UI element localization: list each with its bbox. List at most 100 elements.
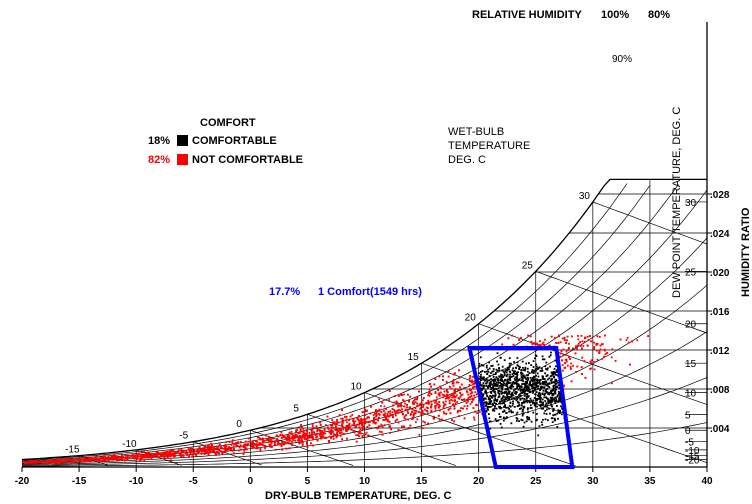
data-point (32, 461, 34, 463)
data-point (473, 395, 475, 397)
data-point (392, 408, 394, 410)
x-tick-label: 10 (359, 476, 371, 487)
data-point (449, 386, 451, 388)
rh-header-label: RELATIVE HUMIDITY (472, 9, 582, 21)
chart-overlay: -15-10-5051015202530-20-15-10-5051015202… (15, 190, 730, 487)
data-point (216, 453, 218, 455)
data-point (483, 379, 485, 381)
data-point (516, 386, 518, 388)
data-point (562, 355, 564, 357)
data-point (522, 379, 524, 381)
data-point (593, 346, 595, 348)
data-point (140, 455, 142, 457)
data-point (435, 378, 437, 380)
data-point (518, 367, 520, 369)
data-point (233, 448, 235, 450)
data-point (560, 405, 562, 407)
data-point (599, 336, 601, 338)
data-point (220, 447, 222, 449)
data-point (509, 379, 511, 381)
data-point (469, 396, 471, 398)
data-point (577, 335, 579, 337)
data-point (517, 412, 519, 414)
data-point (266, 439, 268, 441)
data-point (429, 383, 431, 385)
data-point (454, 405, 456, 407)
data-point (458, 415, 460, 417)
data-point (493, 368, 495, 370)
data-point (196, 450, 198, 452)
data-point (351, 424, 353, 426)
data-point (460, 407, 462, 409)
data-point (539, 396, 541, 398)
data-point (593, 348, 595, 350)
data-point (473, 383, 475, 385)
data-point (385, 419, 387, 421)
data-point (590, 340, 592, 342)
data-point (507, 374, 509, 376)
data-point (375, 409, 377, 411)
data-point (454, 392, 456, 394)
data-point (542, 356, 544, 358)
data-point (216, 446, 218, 448)
data-point (496, 361, 498, 363)
data-point (191, 449, 193, 451)
data-point (340, 435, 342, 437)
data-point (301, 440, 303, 442)
data-point (520, 398, 522, 400)
data-point (190, 447, 192, 449)
data-point (302, 442, 304, 444)
data-point (232, 439, 234, 441)
data-point (430, 411, 432, 413)
data-point (539, 404, 541, 406)
legend-comfortable-swatch (177, 135, 188, 146)
data-point (405, 414, 407, 416)
data-point (518, 404, 520, 406)
data-point (119, 457, 121, 459)
data-point (443, 394, 445, 396)
data-point (265, 435, 267, 437)
data-point (173, 453, 175, 455)
data-point (125, 454, 127, 456)
data-point (558, 342, 560, 344)
data-point (536, 366, 538, 368)
data-point (470, 393, 472, 395)
data-point (327, 416, 329, 418)
data-point (546, 413, 548, 415)
data-point (480, 356, 482, 358)
data-point (536, 391, 538, 393)
data-point (522, 390, 524, 392)
data-point (376, 414, 378, 416)
data-point (180, 454, 182, 456)
data-point (201, 453, 203, 455)
data-point (506, 412, 508, 414)
data-point (442, 379, 444, 381)
data-point (291, 431, 293, 433)
data-point (364, 422, 366, 424)
data-point (496, 420, 498, 422)
data-point (474, 419, 476, 421)
data-point (275, 449, 277, 451)
data-point (489, 401, 491, 403)
data-point (358, 420, 360, 422)
data-point (461, 384, 463, 386)
data-point (296, 429, 298, 431)
data-point (316, 425, 318, 427)
data-point (338, 422, 340, 424)
data-point (438, 415, 440, 417)
data-point (191, 451, 193, 453)
data-point (251, 442, 253, 444)
data-point (320, 432, 322, 434)
data-point (289, 447, 291, 449)
data-point (554, 374, 556, 376)
data-point (425, 402, 427, 404)
data-point (582, 345, 584, 347)
data-point (462, 394, 464, 396)
data-point (276, 434, 278, 436)
data-point (486, 395, 488, 397)
data-point (52, 462, 54, 464)
data-point (535, 364, 537, 366)
data-point (171, 455, 173, 457)
data-point (464, 405, 466, 407)
data-point (299, 435, 301, 437)
